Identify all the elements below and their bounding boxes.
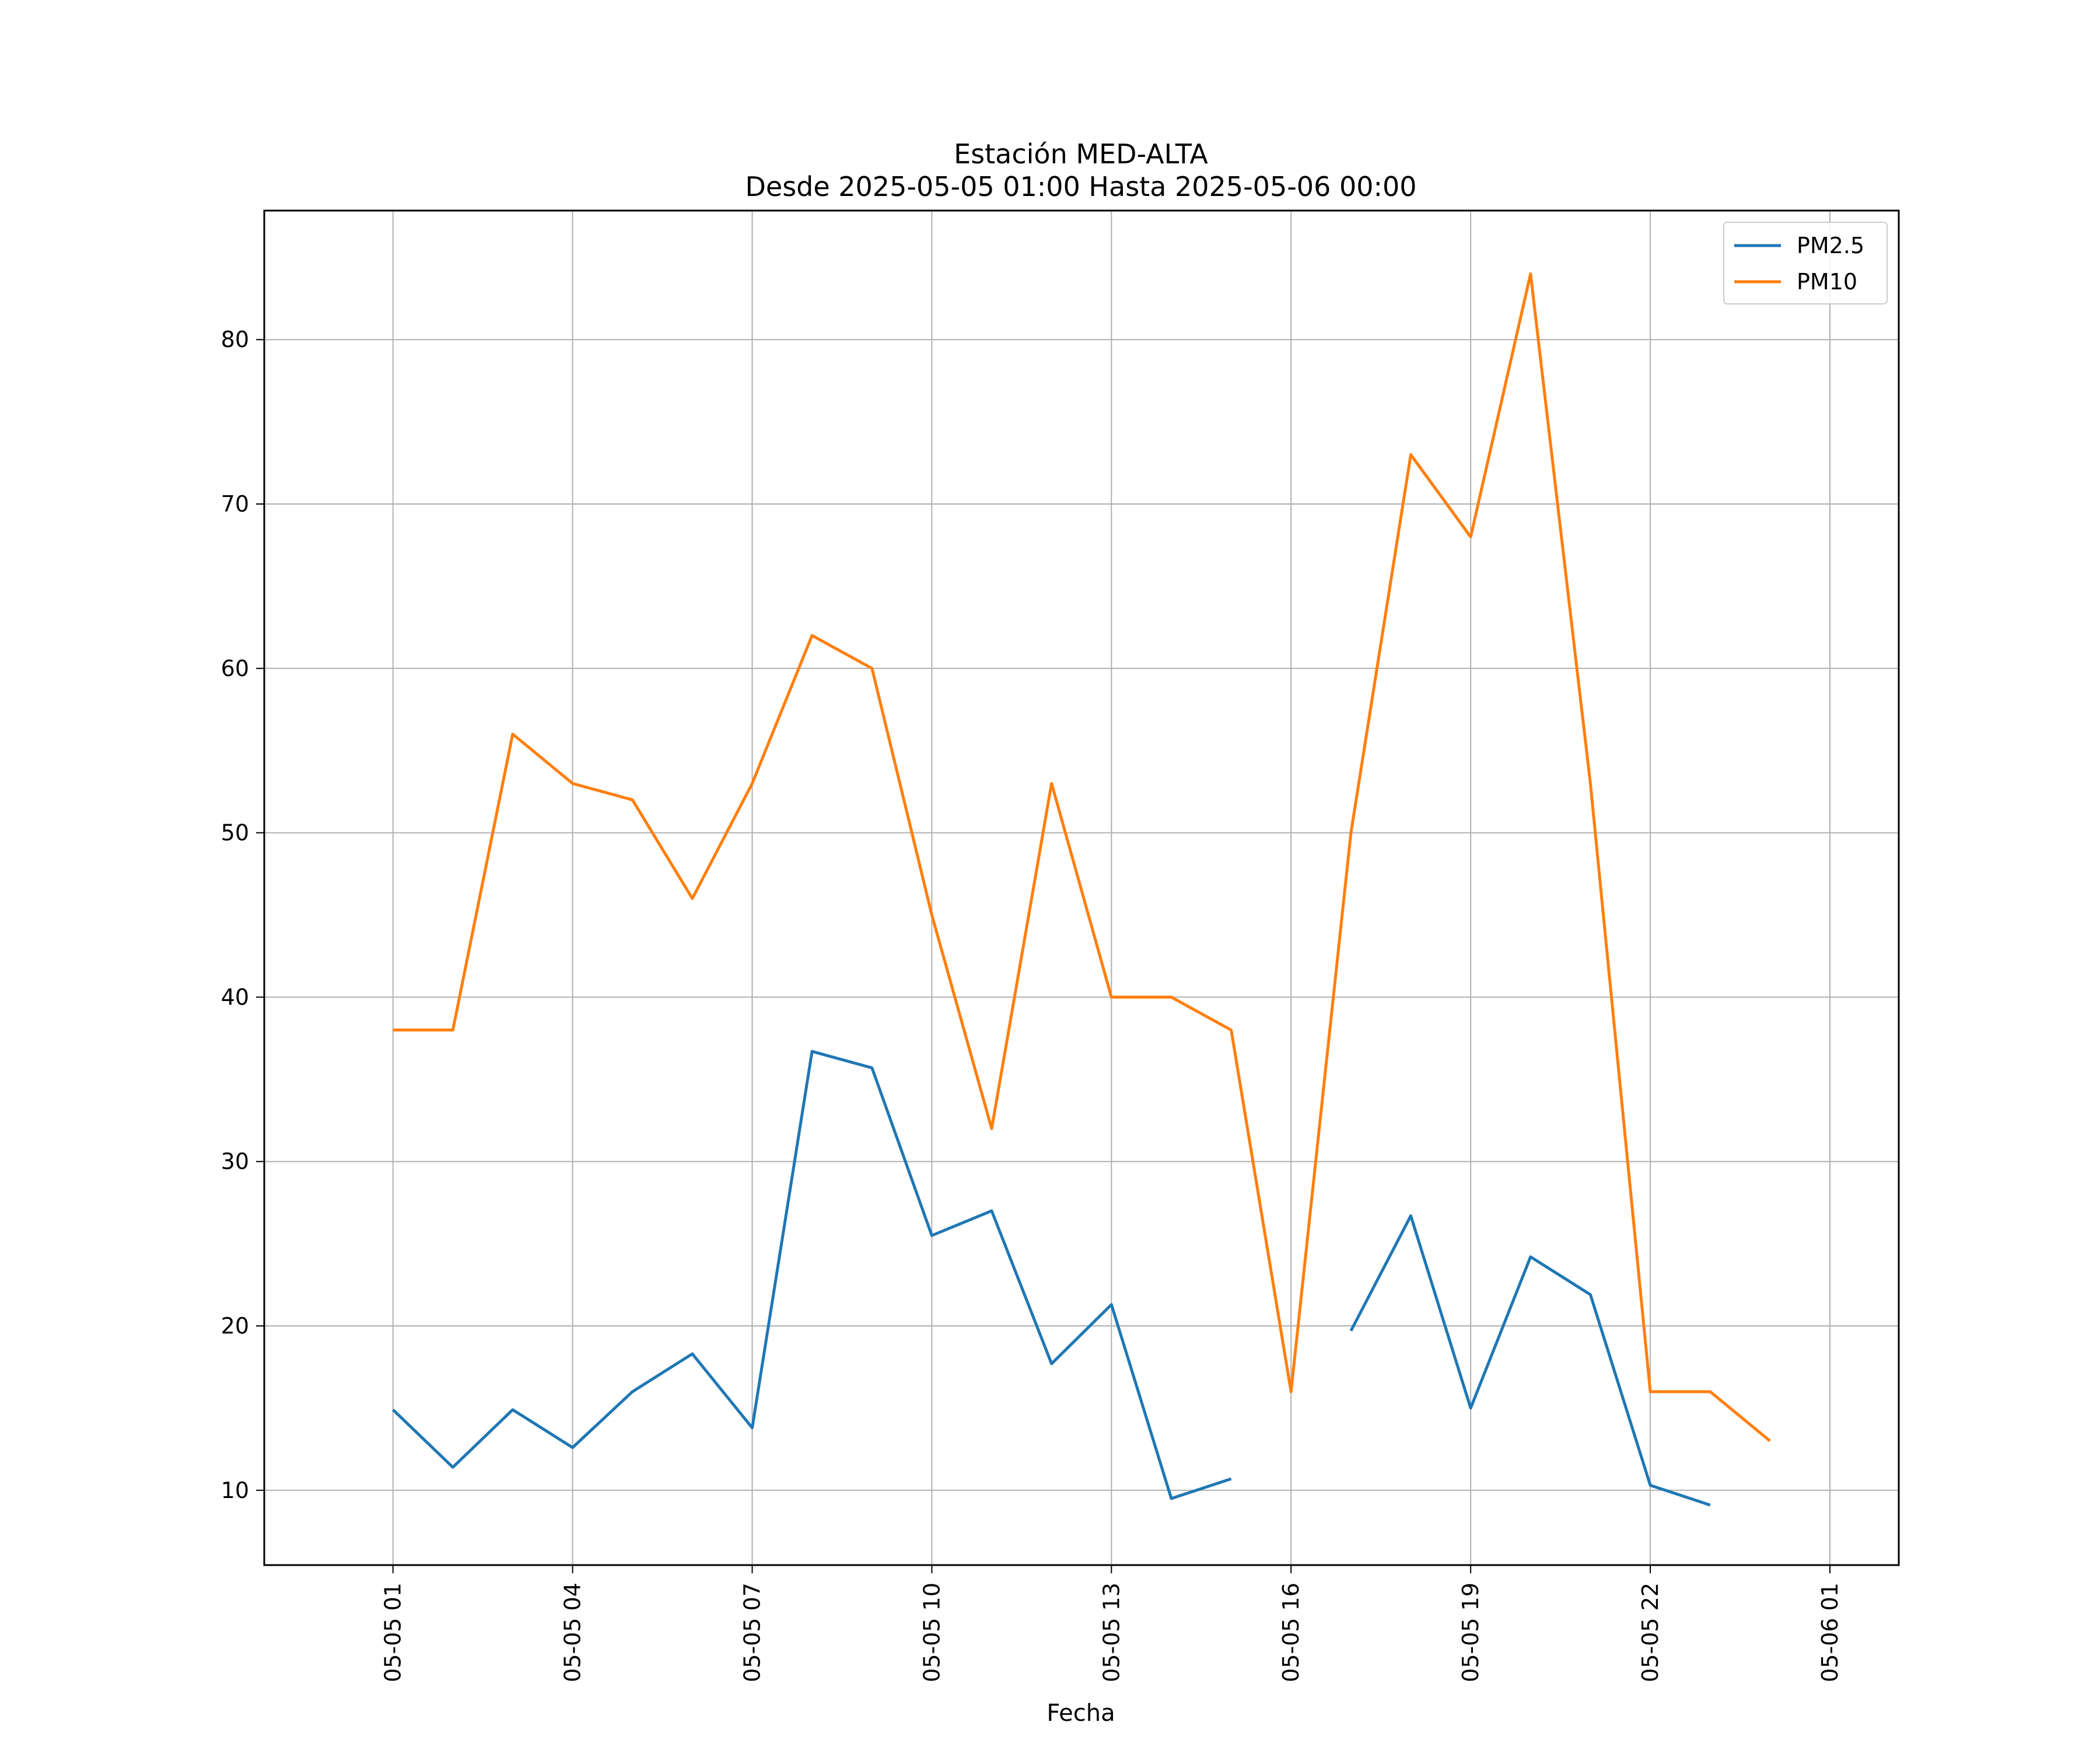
- chart-title: Estación MED-ALTA: [954, 138, 1208, 170]
- x-tick-label: 05-05 01: [380, 1583, 406, 1682]
- y-tick-label: 50: [221, 820, 249, 846]
- legend-box: [1723, 222, 1888, 304]
- legend-label: PM2.5: [1797, 233, 1864, 258]
- x-tick-label: 05-05 04: [560, 1583, 586, 1682]
- x-tick-label: 05-06 01: [1817, 1583, 1843, 1682]
- x-tick-label: 05-05 16: [1278, 1583, 1304, 1682]
- grid: [264, 211, 1899, 1565]
- chart-subtitle: Desde 2025-05-05 01:00 Hasta 2025-05-06 …: [745, 171, 1416, 202]
- y-tick-label: 80: [221, 327, 249, 352]
- legend: PM2.5 PM10: [1723, 222, 1888, 304]
- legend-label: PM10: [1797, 269, 1857, 295]
- y-tick-label: 10: [221, 1478, 249, 1503]
- series-pm25: [391, 1049, 1711, 1507]
- series-pm25-line: [1349, 1214, 1711, 1507]
- x-tick-label: 05-05 07: [739, 1583, 765, 1682]
- x-tick-label: 05-05 13: [1098, 1583, 1124, 1682]
- x-axis-label: Fecha: [1046, 1700, 1115, 1727]
- y-tick-label: 70: [221, 491, 249, 517]
- x-axis: 05-05 01 05-05 04 05-05 07 05-05 10 05-05 13…: [380, 1565, 1843, 1682]
- x-tick-label: 05-05 10: [919, 1583, 944, 1682]
- y-tick-label: 30: [221, 1149, 249, 1174]
- y-axis: 10 20 30 40 50 60 70 80: [221, 327, 264, 1503]
- y-tick-label: 60: [221, 656, 249, 681]
- x-tick-label: 05-05 19: [1458, 1583, 1483, 1682]
- series-group: [391, 272, 1771, 1507]
- y-tick-label: 40: [221, 984, 249, 1010]
- series-pm25-line: [391, 1049, 1232, 1500]
- series-pm10-line: [393, 272, 1771, 1443]
- plot-frame: [263, 209, 1900, 1566]
- x-tick-label: 05-05 22: [1637, 1583, 1663, 1682]
- series-pm10: [393, 272, 1771, 1443]
- y-tick-label: 20: [221, 1313, 249, 1339]
